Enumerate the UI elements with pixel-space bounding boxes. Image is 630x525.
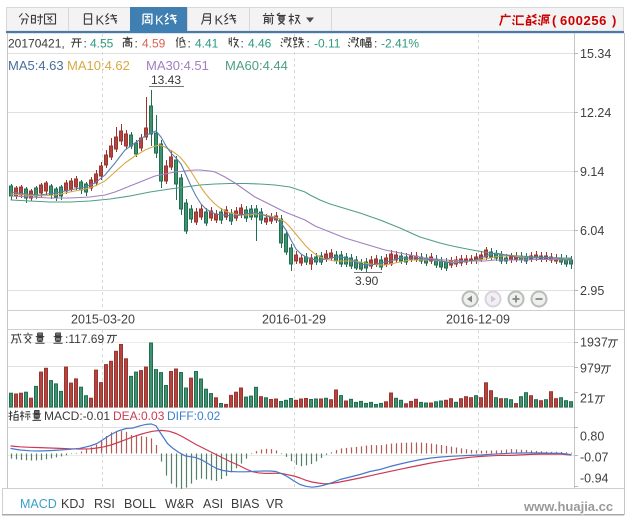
svg-text:MA5:4.63: MA5:4.63 — [8, 58, 64, 73]
svg-text:2.95: 2.95 — [580, 284, 604, 298]
svg-text:K: K — [215, 13, 224, 28]
svg-text:MA10:4.62: MA10:4.62 — [67, 58, 130, 73]
svg-text:MACD:-0.01: MACD:-0.01 — [44, 409, 110, 423]
svg-text:600256: 600256 — [560, 13, 607, 28]
svg-text:4.41: 4.41 — [195, 37, 219, 51]
svg-text:MACD: MACD — [20, 497, 57, 511]
svg-text:MA30:4.51: MA30:4.51 — [146, 58, 209, 73]
svg-text:VR: VR — [266, 497, 283, 511]
svg-text::: : — [84, 37, 87, 51]
svg-text:-2.41%: -2.41% — [381, 37, 419, 51]
svg-text:-0.11: -0.11 — [314, 37, 341, 51]
svg-text:(: ( — [552, 13, 557, 28]
svg-text:1937: 1937 — [580, 336, 608, 350]
svg-text::: : — [241, 37, 244, 51]
svg-text:2015-03-20: 2015-03-20 — [71, 313, 135, 327]
svg-text:MA60:4.44: MA60:4.44 — [225, 58, 288, 73]
svg-text:15.34: 15.34 — [580, 47, 611, 61]
svg-text:DEA:0.03: DEA:0.03 — [113, 409, 165, 423]
svg-text:979: 979 — [580, 362, 601, 376]
svg-text:12.24: 12.24 — [580, 106, 611, 120]
svg-text:4.46: 4.46 — [248, 37, 272, 51]
svg-text:0.80: 0.80 — [580, 430, 604, 444]
svg-text:K: K — [96, 13, 105, 28]
svg-text:DIFF:0.02: DIFF:0.02 — [167, 409, 221, 423]
svg-text:4.55: 4.55 — [90, 37, 114, 51]
svg-text:www.huajia.cc: www.huajia.cc — [524, 500, 614, 515]
svg-text:6.04: 6.04 — [580, 224, 604, 238]
svg-text::: : — [188, 37, 191, 51]
svg-text:www.huajia.cc: www.huajia.cc — [523, 499, 613, 514]
svg-text:4.59: 4.59 — [142, 37, 166, 51]
svg-text:): ) — [612, 13, 616, 28]
svg-text:-0.94: -0.94 — [580, 472, 609, 486]
svg-text:W&R: W&R — [165, 497, 194, 511]
svg-text:KDJ: KDJ — [61, 497, 85, 511]
svg-text:ASI: ASI — [203, 497, 223, 511]
svg-text:9.14: 9.14 — [580, 165, 604, 179]
svg-text:20170421,: 20170421, — [8, 37, 65, 51]
svg-text:2016-12-09: 2016-12-09 — [446, 313, 510, 327]
svg-text:RSI: RSI — [94, 497, 115, 511]
svg-text:2016-01-29: 2016-01-29 — [262, 313, 326, 327]
svg-text:-0.07: -0.07 — [580, 451, 609, 465]
svg-text::: : — [374, 37, 377, 51]
svg-text:BOLL: BOLL — [124, 497, 156, 511]
svg-text:13.43: 13.43 — [151, 73, 181, 87]
svg-text::117.69: :117.69 — [65, 332, 104, 346]
svg-text:21: 21 — [580, 392, 594, 406]
svg-text:BIAS: BIAS — [231, 497, 260, 511]
svg-text:3.90: 3.90 — [355, 274, 379, 288]
svg-text::: : — [135, 37, 138, 51]
svg-text:K: K — [155, 13, 164, 28]
svg-text::: : — [307, 37, 310, 51]
